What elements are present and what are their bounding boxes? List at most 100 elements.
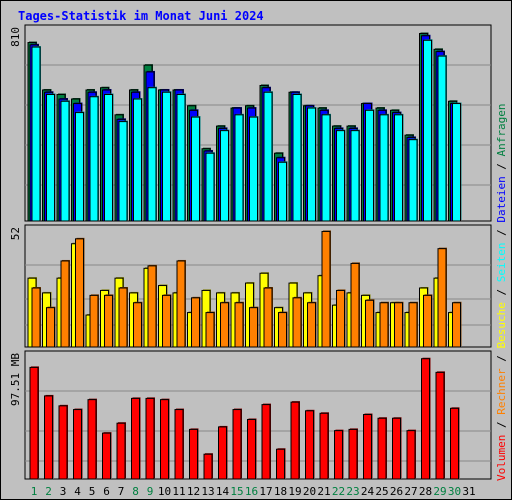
bar-volumen-day-7 <box>116 422 126 480</box>
bar-seiten-day-12 <box>191 116 200 222</box>
bar-volumen-day-13 <box>203 453 213 480</box>
x-label-day-15: 15 <box>230 485 243 498</box>
bar-rechner-day-16 <box>249 307 258 348</box>
bar-volumen-day-24 <box>363 414 372 480</box>
bar-seiten-day-1 <box>31 46 41 222</box>
bar-volumen-day-22 <box>334 430 343 480</box>
bar-rechner-day-1 <box>31 287 41 348</box>
bar-seiten-day-8 <box>133 98 142 222</box>
bar-rechner-day-6 <box>104 294 113 348</box>
bar-rechner-day-5 <box>89 294 99 348</box>
bar-seiten-day-26 <box>394 114 403 222</box>
bar-volumen-day-17 <box>261 404 271 480</box>
bar-seiten-day-20 <box>307 107 316 222</box>
bar-seiten-day-5 <box>89 96 99 222</box>
bar-seiten-day-24 <box>365 109 374 222</box>
bar-volumen-day-5 <box>87 399 97 480</box>
bar-volumen-day-8 <box>131 397 140 480</box>
x-label-day-1: 1 <box>31 485 38 498</box>
bar-volumen-day-25 <box>377 417 387 480</box>
bar-rechner-day-14 <box>220 302 229 348</box>
bar-seiten-day-23 <box>350 130 360 222</box>
x-label-day-24: 24 <box>361 485 375 498</box>
bar-seiten-day-30 <box>452 103 461 222</box>
x-label-day-19: 19 <box>288 485 301 498</box>
bar-volumen-day-1 <box>29 366 39 480</box>
bar-seiten-day-27 <box>408 139 418 222</box>
bar-rechner-day-30 <box>452 302 461 348</box>
bar-seiten-day-16 <box>249 116 258 222</box>
bar-seiten-day-21 <box>321 114 331 222</box>
bar-rechner-day-21 <box>321 230 331 348</box>
bar-rechner-day-15 <box>234 302 244 348</box>
legend-rechner: Rechner <box>495 368 508 415</box>
x-label-day-4: 4 <box>74 485 81 498</box>
legend-dateien: Dateien <box>495 176 508 222</box>
bar-volumen-day-29 <box>435 371 445 480</box>
bar-rechner-day-20 <box>307 302 316 348</box>
y-max-label: 52 <box>9 227 22 240</box>
bar-volumen-day-6 <box>102 432 111 480</box>
bar-volumen-day-12 <box>189 428 198 480</box>
bar-seiten-day-4 <box>75 112 84 222</box>
legend-seiten: Seiten <box>495 243 508 283</box>
legend-volumen: Volumen <box>495 435 508 481</box>
x-label-day-9: 9 <box>147 485 154 498</box>
bar-volumen-day-3 <box>58 405 68 480</box>
legend-anfragen: Anfragen <box>495 103 508 156</box>
bar-rechner-day-22 <box>336 289 345 348</box>
legend-separator: / <box>495 282 508 302</box>
bar-rechner-day-18 <box>278 312 287 348</box>
bar-seiten-day-28 <box>423 39 432 222</box>
bar-volumen-day-15 <box>232 409 242 480</box>
bar-seiten-day-14 <box>220 130 229 222</box>
bar-volumen-day-23 <box>348 428 358 480</box>
bar-rechner-day-17 <box>263 287 273 348</box>
bar-rechner-day-23 <box>350 262 360 348</box>
legend-besuche: Besuche <box>495 302 508 348</box>
bar-rechner-day-2 <box>46 307 55 348</box>
bar-seiten-day-29 <box>437 55 447 222</box>
bar-volumen-day-2 <box>44 395 53 480</box>
x-label-day-29: 29 <box>433 485 446 498</box>
bar-seiten-day-9 <box>147 87 157 222</box>
x-label-day-27: 27 <box>404 485 417 498</box>
bar-volumen-day-14 <box>218 426 227 480</box>
bar-rechner-day-11 <box>176 260 186 348</box>
x-label-day-22: 22 <box>332 485 345 498</box>
bar-rechner-day-24 <box>365 299 374 348</box>
x-label-day-5: 5 <box>89 485 96 498</box>
bar-volumen-day-4 <box>73 409 82 480</box>
bar-seiten-day-7 <box>118 121 128 222</box>
legend: Volumen / Rechner / Besuche / Seiten / D… <box>495 103 508 481</box>
bar-seiten-day-6 <box>104 94 113 222</box>
bar-volumen-day-9 <box>145 397 155 480</box>
bar-volumen-day-30 <box>450 407 459 480</box>
bar-seiten-day-17 <box>263 91 273 222</box>
x-label-day-28: 28 <box>419 485 432 498</box>
bar-seiten-day-13 <box>205 152 215 222</box>
bar-rechner-day-28 <box>423 294 432 348</box>
x-label-day-13: 13 <box>201 485 214 498</box>
x-label-day-21: 21 <box>317 485 330 498</box>
bar-rechner-day-3 <box>60 260 70 348</box>
x-label-day-17: 17 <box>259 485 272 498</box>
bar-seiten-day-15 <box>234 114 244 222</box>
x-label-day-12: 12 <box>187 485 200 498</box>
x-label-day-26: 26 <box>390 485 403 498</box>
x-label-day-16: 16 <box>245 485 258 498</box>
x-label-day-8: 8 <box>132 485 139 498</box>
x-label-day-7: 7 <box>118 485 125 498</box>
bar-rechner-day-29 <box>437 248 447 348</box>
bar-rechner-day-9 <box>147 265 157 348</box>
bar-seiten-day-25 <box>379 114 389 222</box>
y-max-label: 810 <box>9 27 22 47</box>
bar-rechner-day-4 <box>75 238 84 348</box>
x-label-day-2: 2 <box>45 485 52 498</box>
bar-rechner-day-10 <box>162 294 171 348</box>
bar-rechner-day-26 <box>394 302 403 348</box>
bar-seiten-day-3 <box>60 100 70 222</box>
x-label-day-14: 14 <box>216 485 230 498</box>
